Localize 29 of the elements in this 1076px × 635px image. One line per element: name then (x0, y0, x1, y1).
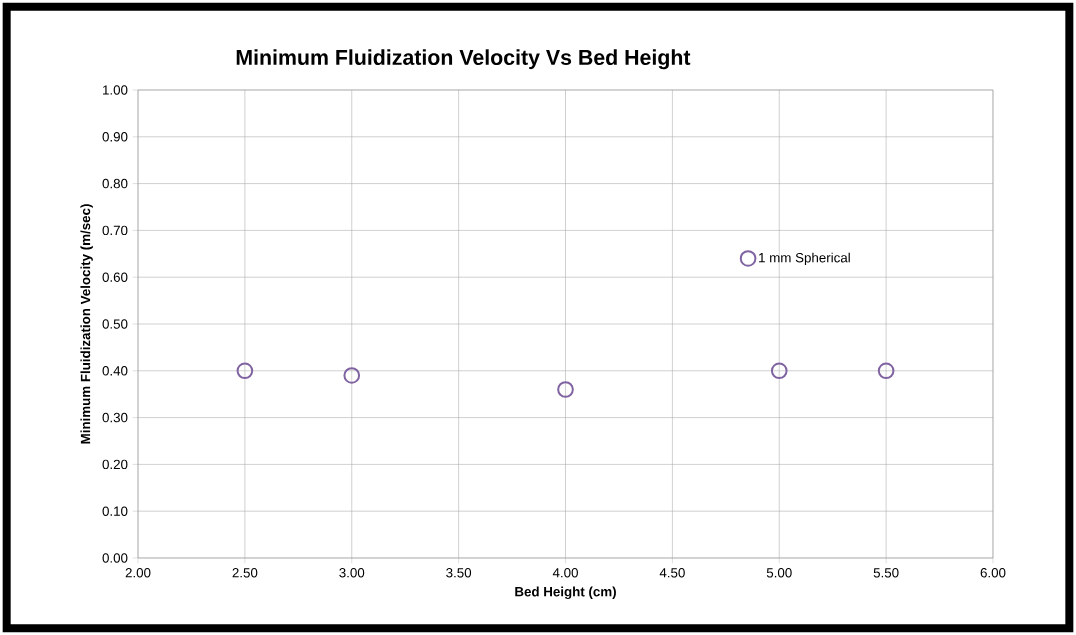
y-tick-label: 0.60 (102, 272, 128, 282)
y-tick-label: 0.20 (102, 459, 128, 470)
y-tick-label: 1.00 (103, 85, 128, 95)
y-tick-label: 0.80 (102, 178, 128, 189)
x-tick-label: 2.00 (125, 568, 151, 578)
y-tick-label: 0.70 (102, 225, 128, 236)
chart-title: Minimum Fluidization Velocity Vs Bed Height (236, 49, 691, 70)
x-tick-label: 4.50 (659, 568, 685, 578)
y-tick-label: 0.50 (102, 319, 128, 329)
y-tick-label: 0.30 (102, 412, 128, 423)
y-tick-label: 0.00 (102, 553, 128, 563)
x-tick-label: 6.00 (980, 568, 1006, 578)
point (236, 362, 254, 380)
point (343, 367, 361, 384)
x-tick-label: 3.00 (339, 568, 365, 578)
y-axis-title: Minimum Fluidization Velocity (m/sec) (80, 204, 93, 444)
point (557, 381, 574, 398)
x-axis-title: Bed Height (cm) (515, 586, 616, 600)
x-tick-label: 4.00 (552, 568, 578, 578)
point (877, 362, 895, 380)
y-tick-label: 0.40 (102, 366, 128, 376)
legend-label: 1 mm Spherical (759, 252, 850, 266)
x-tick-label: 5.00 (766, 568, 792, 578)
y-tick-label: 0.10 (102, 506, 128, 516)
x-tick-label: 3.50 (446, 568, 472, 578)
x-tick-label: 2.50 (232, 568, 258, 578)
x-tick-label: 5.50 (873, 568, 899, 578)
point (770, 362, 788, 380)
y-tick-label: 0.90 (102, 132, 128, 142)
